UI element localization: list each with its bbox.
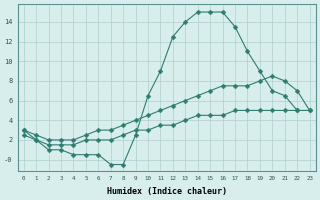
X-axis label: Humidex (Indice chaleur): Humidex (Indice chaleur)	[107, 187, 227, 196]
